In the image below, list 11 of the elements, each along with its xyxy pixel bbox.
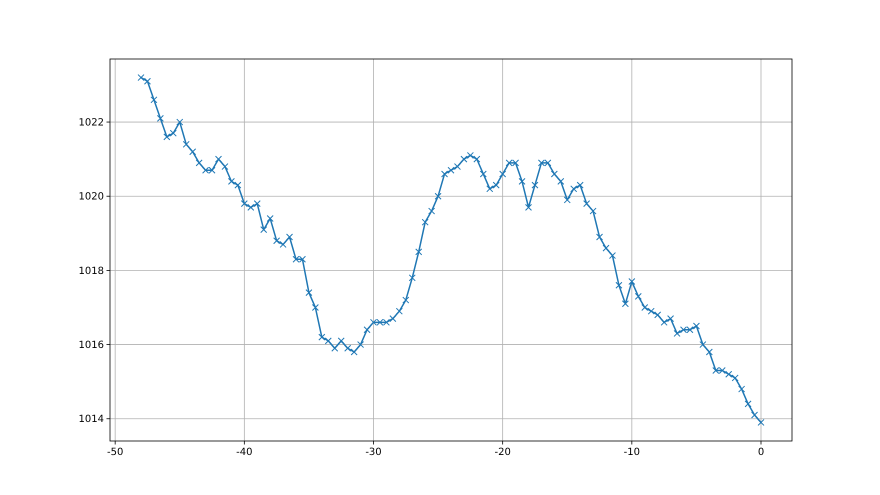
y-tick-label: 1022 (78, 118, 104, 129)
y-tick-label: 1016 (78, 340, 104, 352)
y-tick-label: 1018 (78, 266, 104, 277)
y-tick-label: 1020 (78, 192, 104, 203)
x-tick-label: -30 (365, 447, 382, 458)
y-tick-label: 1014 (78, 414, 104, 426)
x-tick-label: 0 (758, 447, 764, 458)
x-tick-label: -20 (494, 447, 511, 458)
x-tick-label: -10 (624, 447, 640, 458)
x-tick-label: -40 (236, 447, 253, 458)
x-tick-label: -50 (106, 447, 124, 458)
